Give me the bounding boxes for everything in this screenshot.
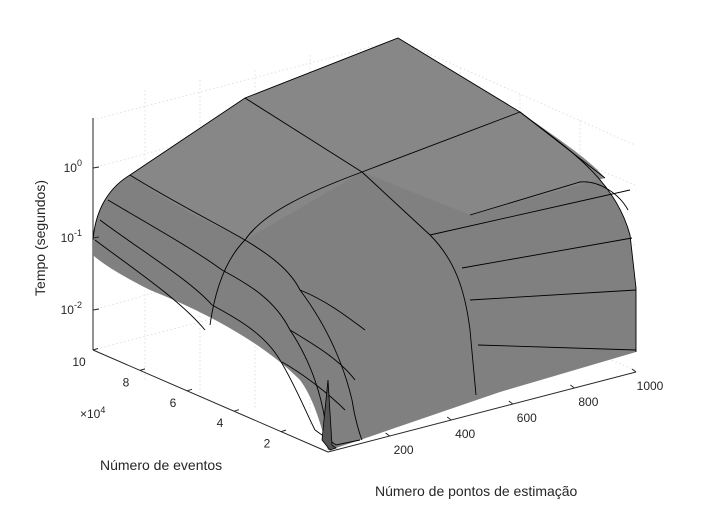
y-tick-mark <box>186 388 193 392</box>
x-tick-mark <box>631 368 637 373</box>
y-tick-label: 2 <box>264 437 271 451</box>
z-axis: 10-2 10-1 100 Tempo (segundos) <box>32 158 100 317</box>
y-tick-label: 10 <box>72 355 86 369</box>
y-axis: 2 4 6 8 10 ×104 Número de eventos <box>72 348 287 473</box>
x-tick-label: 200 <box>394 443 414 457</box>
x-axis-label: Número de pontos de estimação <box>375 483 578 499</box>
x-tick-mark <box>385 432 390 437</box>
y-tick-label: 8 <box>123 375 130 389</box>
y-axis-label: Número de eventos <box>100 457 222 473</box>
z-tick-labels: 10-2 10-1 100 <box>61 158 82 317</box>
y-tick-mark <box>233 409 240 412</box>
z-axis-label: Tempo (segundos) <box>32 180 48 296</box>
y-exponent-label: ×104 <box>80 405 105 421</box>
x-tick-labels: 200 400 600 800 1000 <box>385 368 664 457</box>
x-tick-mark <box>570 384 575 389</box>
y-tick-mark <box>92 348 99 351</box>
z-tick-label: 100 <box>64 158 82 175</box>
y-tick-label: 4 <box>217 416 224 430</box>
y-axis-line <box>92 349 329 453</box>
y-tick-labels: 2 4 6 8 10 <box>72 348 287 451</box>
z-tick-label: 10-2 <box>61 300 82 317</box>
x-tick-mark <box>446 416 452 421</box>
surface-mesh <box>92 37 637 451</box>
y-tick-mark <box>139 368 146 371</box>
x-tick-label: 600 <box>517 411 537 425</box>
surface-spike <box>321 379 337 451</box>
x-tick-label: 400 <box>455 427 475 441</box>
axes-box <box>92 118 637 453</box>
x-tick-mark <box>508 400 514 405</box>
x-tick-label: 800 <box>578 395 598 409</box>
surface-edges <box>92 37 637 446</box>
x-axis: 200 400 600 800 1000 Número de pontos de est… <box>375 368 664 499</box>
x-tick-label: 1000 <box>637 379 664 393</box>
z-tick-label: 10-1 <box>61 228 82 245</box>
surface-top-patch <box>130 38 605 240</box>
y-tick-label: 6 <box>170 396 177 410</box>
x-axis-line <box>327 371 637 453</box>
y-tick-mark <box>280 429 287 433</box>
